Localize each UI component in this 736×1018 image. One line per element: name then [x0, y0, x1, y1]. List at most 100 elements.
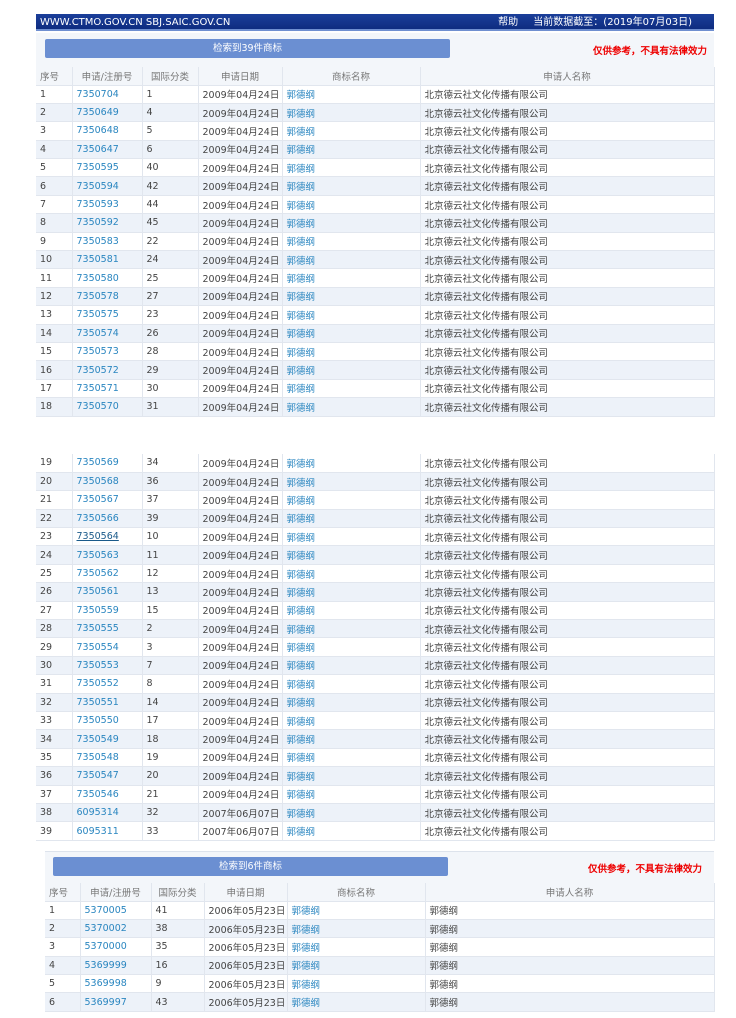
trademark-name-link[interactable]: 郭德纲: [282, 268, 421, 288]
application-date: 2009年04月24日: [198, 472, 283, 492]
trademark-name-link[interactable]: 郭德纲: [282, 545, 421, 565]
column-header-application-date: 申请日期: [204, 883, 288, 902]
registration-number-link[interactable]: 7350550: [72, 711, 143, 731]
trademark-name-link[interactable]: 郭德纲: [282, 821, 421, 841]
registration-number-link[interactable]: 7350581: [72, 250, 143, 270]
trademark-name-link[interactable]: 郭德纲: [282, 397, 421, 417]
trademark-name-link[interactable]: 郭德纲: [282, 785, 421, 804]
trademark-name-link[interactable]: 郭德纲: [282, 490, 421, 510]
trademark-name-link[interactable]: 郭德纲: [282, 360, 421, 380]
registration-number-link[interactable]: 7350593: [72, 195, 143, 215]
registration-number-link[interactable]: 7350575: [72, 305, 143, 325]
trademark-name-link[interactable]: 郭德纲: [287, 901, 426, 920]
registration-number-link[interactable]: 5369998: [80, 974, 152, 994]
trademark-name-link[interactable]: 郭德纲: [282, 729, 421, 749]
trademark-name-link[interactable]: 郭德纲: [282, 85, 421, 104]
trademark-name-link[interactable]: 郭德纲: [282, 619, 421, 639]
trademark-name-link[interactable]: 郭德纲: [282, 656, 421, 676]
trademark-name-link[interactable]: 郭德纲: [282, 711, 421, 731]
registration-number-link[interactable]: 7350647: [72, 140, 143, 160]
trademark-name-link[interactable]: 郭德纲: [282, 232, 421, 252]
serial-number: 26: [36, 582, 73, 602]
registration-number-link[interactable]: 5369999: [80, 956, 152, 976]
registration-number-link[interactable]: 6095314: [72, 803, 143, 823]
trademark-name-link[interactable]: 郭德纲: [282, 195, 421, 215]
trademark-name-link[interactable]: 郭德纲: [287, 992, 426, 1012]
serial-number: 36: [36, 766, 73, 786]
trademark-name-link[interactable]: 郭德纲: [282, 803, 421, 823]
registration-number-link[interactable]: 7350592: [72, 213, 143, 233]
trademark-name-link[interactable]: 郭德纲: [282, 601, 421, 621]
registration-number-link[interactable]: 7350551: [72, 693, 143, 712]
registration-number-link[interactable]: 7350567: [72, 490, 143, 510]
trademark-name-link[interactable]: 郭德纲: [282, 103, 421, 123]
registration-number-link[interactable]: 7350578: [72, 287, 143, 307]
trademark-name-link[interactable]: 郭德纲: [282, 472, 421, 492]
registration-number-link[interactable]: 7350561: [72, 582, 143, 602]
trademark-name-link[interactable]: 郭德纲: [287, 956, 426, 976]
registration-number-link[interactable]: 7350549: [72, 729, 143, 749]
trademark-name-link[interactable]: 郭德纲: [282, 637, 421, 657]
trademark-name-link[interactable]: 郭德纲: [282, 766, 421, 786]
trademark-name-link[interactable]: 郭德纲: [282, 693, 421, 712]
registration-number-link[interactable]: 5370005: [80, 901, 152, 920]
registration-number-link[interactable]: 5370002: [80, 919, 152, 939]
registration-number-link[interactable]: 7350555: [72, 619, 143, 639]
registration-number-link[interactable]: 7350552: [72, 674, 143, 694]
registration-number-link[interactable]: 7350553: [72, 656, 143, 676]
registration-number-link[interactable]: 7350595: [72, 158, 143, 178]
trademark-name-link[interactable]: 郭德纲: [282, 564, 421, 584]
registration-number-link[interactable]: 7350572: [72, 360, 143, 380]
registration-number-link[interactable]: 7350580: [72, 268, 143, 288]
registration-number-link[interactable]: 7350547: [72, 766, 143, 786]
trademark-name-link[interactable]: 郭德纲: [287, 937, 426, 957]
registration-number-link[interactable]: 7350563: [72, 545, 143, 565]
registration-number-link[interactable]: 7350554: [72, 637, 143, 657]
trademark-name-link[interactable]: 郭德纲: [287, 919, 426, 939]
registration-number-link[interactable]: 7350574: [72, 324, 143, 343]
registration-number-link[interactable]: 7350571: [72, 379, 143, 399]
trademark-name-link[interactable]: 郭德纲: [282, 379, 421, 399]
trademark-name-link[interactable]: 郭德纲: [282, 324, 421, 343]
registration-number-link[interactable]: 7350562: [72, 564, 143, 584]
trademark-name-link[interactable]: 郭德纲: [282, 305, 421, 325]
trademark-name-link[interactable]: 郭德纲: [282, 213, 421, 233]
serial-number: 21: [36, 490, 73, 510]
registration-number-link[interactable]: 5369997: [80, 992, 152, 1012]
trademark-name-link[interactable]: 郭德纲: [282, 140, 421, 160]
registration-number-link[interactable]: 7350649: [72, 103, 143, 123]
trademark-name-link[interactable]: 郭德纲: [282, 582, 421, 602]
trademark-name-link[interactable]: 郭德纲: [282, 250, 421, 270]
applicant-name: 北京德云社文化传播有限公司: [420, 693, 715, 712]
registration-number-link[interactable]: 7350573: [72, 342, 143, 362]
registration-number-link[interactable]: 7350594: [72, 176, 143, 196]
registration-number-link[interactable]: 7350704: [72, 85, 143, 104]
trademark-table-2: 序号 申请/注册号 国际分类 申请日期 商标名称 申请人名称 1 5370005 41 2006年…: [45, 883, 715, 1012]
registration-number-link[interactable]: 7350564: [72, 527, 143, 547]
registration-number-link[interactable]: 7350546: [72, 785, 143, 804]
registration-number-link[interactable]: 6095311: [72, 821, 143, 841]
registration-number-link[interactable]: 7350568: [72, 472, 143, 492]
registration-number-link[interactable]: 7350648: [72, 121, 143, 141]
trademark-name-link[interactable]: 郭德纲: [282, 342, 421, 362]
trademark-name-link[interactable]: 郭德纲: [282, 454, 421, 473]
registration-number-link[interactable]: 7350559: [72, 601, 143, 621]
registration-number-link[interactable]: 5370000: [80, 937, 152, 957]
trademark-name-link[interactable]: 郭德纲: [282, 158, 421, 178]
trademark-name-link[interactable]: 郭德纲: [282, 674, 421, 694]
trademark-name-link[interactable]: 郭德纲: [282, 121, 421, 141]
trademark-name-link[interactable]: 郭德纲: [282, 176, 421, 196]
trademark-name-link[interactable]: 郭德纲: [282, 748, 421, 768]
trademark-name-link[interactable]: 郭德纲: [287, 974, 426, 994]
registration-number-link[interactable]: 7350569: [72, 454, 143, 473]
registration-number-link[interactable]: 7350583: [72, 232, 143, 252]
trademark-name-link[interactable]: 郭德纲: [282, 527, 421, 547]
trademark-name-link[interactable]: 郭德纲: [282, 287, 421, 307]
help-link[interactable]: 帮助: [498, 17, 519, 28]
intl-class: 6: [142, 140, 199, 160]
registration-number-link[interactable]: 7350548: [72, 748, 143, 768]
table-row: 9 7350583 22 2009年04月24日 郭德纲 北京德云社文化传播有限公司: [36, 232, 715, 252]
trademark-name-link[interactable]: 郭德纲: [282, 509, 421, 529]
registration-number-link[interactable]: 7350570: [72, 397, 143, 417]
registration-number-link[interactable]: 7350566: [72, 509, 143, 529]
